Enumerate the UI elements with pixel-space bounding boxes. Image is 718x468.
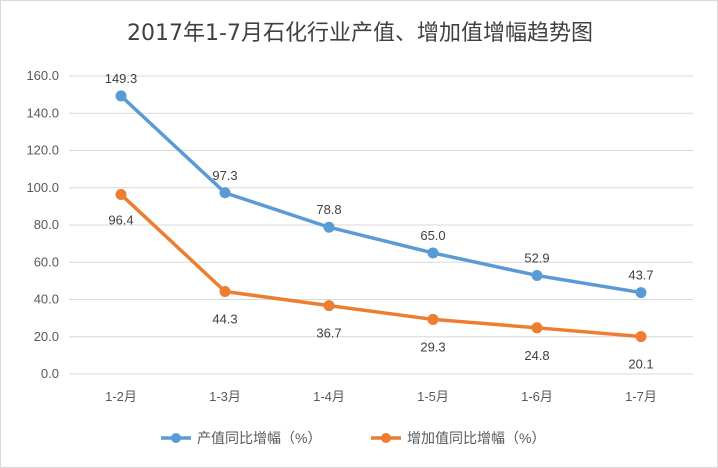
data-point: [635, 331, 647, 343]
data-label: 78.8: [316, 202, 341, 217]
x-tick-label: 1-7月: [625, 389, 657, 404]
x-tick-label: 1-6月: [521, 389, 553, 404]
y-tick-label: 140.0: [26, 105, 59, 120]
data-point: [219, 187, 231, 199]
x-tick-label: 1-3月: [209, 389, 241, 404]
series-line: [119, 192, 643, 339]
data-label: 149.3: [105, 71, 138, 86]
data-point: [427, 247, 439, 259]
x-axis-ticks: 1-2月 1-3月 1-4月 1-5月 1-6月 1-7月: [105, 389, 657, 404]
legend-marker: [381, 433, 391, 443]
series-lines: [115, 90, 647, 343]
series-line: [119, 94, 643, 295]
data-label: 65.0: [420, 228, 445, 243]
chart-title: 2017年1-7月石化行业产值、增加值增幅趋势图: [127, 21, 593, 46]
y-axis-ticks: 0.0 20.0 40.0 60.0 80.0 100.0 120.0 140.0 160.0: [26, 68, 59, 381]
y-tick-label: 20.0: [34, 329, 59, 344]
legend: 产值同比增幅（%） 增加值同比增幅（%）: [161, 430, 545, 446]
data-point: [427, 313, 439, 325]
data-label: 24.8: [524, 348, 549, 363]
legend-marker: [171, 433, 181, 443]
y-tick-label: 60.0: [34, 254, 59, 269]
grid-lines: [69, 75, 693, 375]
y-tick-label: 80.0: [34, 217, 59, 232]
data-point: [115, 188, 127, 200]
data-point: [323, 300, 335, 312]
data-label: 96.4: [108, 212, 133, 227]
data-label: 36.7: [316, 326, 341, 341]
data-label: 44.3: [212, 311, 237, 326]
data-label: 29.3: [420, 339, 445, 354]
data-point: [115, 90, 127, 102]
data-point: [323, 221, 335, 233]
x-tick-label: 1-5月: [417, 389, 449, 404]
data-label: 43.7: [628, 268, 653, 283]
legend-label: 产值同比增幅（%）: [197, 430, 321, 446]
legend-label: 增加值同比增幅（%）: [407, 430, 545, 446]
y-tick-label: 0.0: [41, 366, 59, 381]
data-point: [531, 322, 543, 334]
y-tick-label: 160.0: [26, 68, 59, 83]
y-tick-label: 40.0: [34, 292, 59, 307]
y-tick-label: 100.0: [26, 180, 59, 195]
x-tick-label: 1-2月: [105, 389, 137, 404]
data-point: [635, 287, 647, 299]
data-labels: 149.3 97.3 78.8 65.0 52.9 43.7 96.4 44.3 36.7 29.…: [105, 71, 654, 372]
data-point: [219, 285, 231, 297]
data-label: 97.3: [212, 168, 237, 183]
y-tick-label: 120.0: [26, 143, 59, 158]
data-label: 52.9: [524, 250, 549, 265]
data-label: 20.1: [628, 357, 653, 372]
x-tick-label: 1-4月: [313, 389, 345, 404]
data-point: [531, 269, 543, 281]
